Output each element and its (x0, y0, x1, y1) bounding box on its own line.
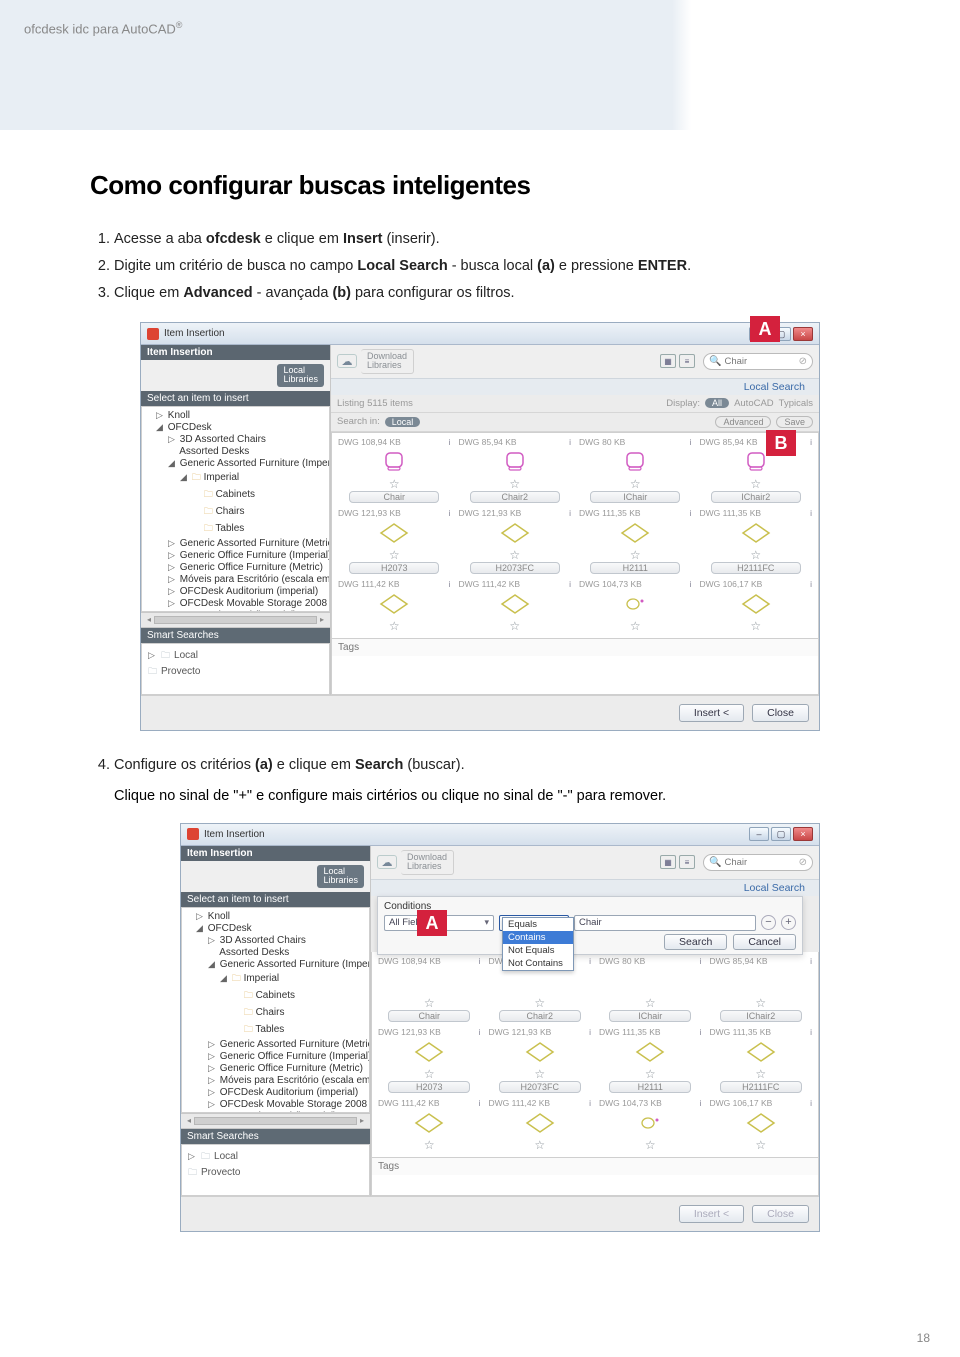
horizontal-scrollbar-2[interactable]: ◂▸ (181, 1113, 370, 1128)
step-4-sub: Clique no sinal de "+" e configure mais … (114, 786, 870, 807)
product-name: ofcdesk idc para AutoCAD® (24, 20, 936, 36)
app-icon (147, 328, 159, 340)
scope-local[interactable]: Local (385, 417, 421, 427)
marker-b: B (766, 430, 796, 456)
screenshot-2-wrapper: Item Insertion – ▢ × Item Insertion Loca… (180, 823, 820, 1232)
right-panel: ☁ DownloadLibraries ▦≡ 🔍 Chair ⊘ (331, 345, 819, 695)
dialog-item-insertion-1: Item Insertion – ▢ × Item Insertion Loca… (140, 322, 820, 731)
items-area: DWG 108,94 KBi☆ChairDWG 85,94 KBi☆Chair2… (331, 432, 819, 695)
smart-searches-box-2: ▷ 🗀 Local🗀 Provecto (181, 1144, 370, 1196)
close-button[interactable]: Close (752, 1205, 809, 1223)
minimize-button[interactable]: – (749, 827, 769, 841)
close-button[interactable]: Close (752, 704, 809, 722)
local-libraries-button-2[interactable]: LocalLibraries (317, 865, 364, 888)
right-panel-2: ☁ DownloadLibraries ▦≡ 🔍 Chair ⊘ (371, 846, 819, 1196)
steps-list-1: Acesse a aba ofcdesk e clique em Insert … (90, 229, 870, 304)
remove-criteria-button[interactable]: − (761, 915, 776, 930)
clear-search-icon[interactable]: ⊘ (799, 857, 807, 868)
horizontal-scrollbar[interactable]: ◂▸ (141, 612, 330, 627)
view-mode-buttons[interactable]: ▦≡ (660, 354, 695, 368)
window-title: Item Insertion (164, 328, 225, 339)
operator-dropdown-menu[interactable]: EqualsContainsNot EqualsNot Contains (502, 917, 574, 971)
insert-button[interactable]: Insert < (679, 704, 744, 722)
page-content: Como configurar buscas inteligentes Aces… (0, 130, 960, 1296)
tags-label-2: Tags (372, 1157, 818, 1175)
add-criteria-button[interactable]: + (781, 915, 796, 930)
criteria-input[interactable]: Chair (574, 915, 756, 931)
screenshot-1-wrapper: A B Item Insertion – ▢ × Item Insertion (140, 322, 820, 731)
window-title-bar: Item Insertion – ▢ × (141, 323, 819, 345)
marker-a-2: A (417, 910, 447, 936)
tags-label: Tags (332, 638, 818, 656)
maximize-button[interactable]: ▢ (771, 827, 791, 841)
download-libraries-button[interactable]: DownloadLibraries (401, 850, 454, 875)
filter-typicals[interactable]: Typicals (779, 398, 813, 409)
app-icon (187, 828, 199, 840)
dialog-footer-2: Insert < Close (181, 1196, 819, 1231)
step-4: Configure os critérios (a) e clique em S… (114, 755, 870, 776)
window-title-2: Item Insertion (204, 829, 265, 840)
download-libraries-button[interactable]: DownloadLibraries (361, 349, 414, 374)
local-libraries-button[interactable]: LocalLibraries (277, 364, 324, 387)
steps-list-2: Configure os critérios (a) e clique em S… (90, 755, 870, 776)
save-button[interactable]: Save (776, 416, 813, 428)
window-title-bar-2: Item Insertion – ▢ × (181, 824, 819, 846)
library-tree[interactable]: ▷ Knoll◢ OFCDesk▷ 3D Assorted Chairs Ass… (141, 406, 330, 612)
cloud-icon: ☁ (337, 354, 357, 368)
filter-all[interactable]: All (705, 398, 729, 408)
local-search-link-2[interactable]: Local Search (371, 879, 819, 896)
smart-searches-box: ▷ 🗀 Local🗀 Provecto (141, 643, 330, 695)
advanced-button[interactable]: Advanced (715, 416, 771, 428)
local-search-link[interactable]: Local Search (331, 378, 819, 395)
search-icon: 🔍 (709, 857, 721, 868)
dialog-item-insertion-2: Item Insertion – ▢ × Item Insertion Loca… (180, 823, 820, 1232)
filter-autocad[interactable]: AutoCAD (734, 398, 774, 409)
smart-searches-header: Smart Searches (141, 627, 330, 643)
clear-search-icon[interactable]: ⊘ (799, 356, 807, 367)
search-input-2[interactable]: 🔍 Chair ⊘ (703, 854, 813, 871)
header-band: ofcdesk idc para AutoCAD® (0, 0, 960, 130)
search-input[interactable]: 🔍 Chair ⊘ (703, 353, 813, 370)
item-insertion-label: Item Insertion (141, 345, 330, 360)
view-mode-buttons[interactable]: ▦≡ (660, 855, 695, 869)
cancel-button[interactable]: Cancel (733, 934, 796, 950)
search-button[interactable]: Search (664, 934, 727, 950)
search-icon: 🔍 (709, 356, 721, 367)
left-panel-2: Item Insertion LocalLibraries Select an … (181, 846, 371, 1196)
library-tree-2[interactable]: ▷ Knoll◢ OFCDesk▷ 3D Assorted Chairs Ass… (181, 907, 370, 1113)
page-title: Como configurar buscas inteligentes (90, 170, 870, 201)
page-number: 18 (917, 1331, 930, 1345)
select-item-label: Select an item to insert (141, 391, 330, 406)
close-window-button[interactable]: × (793, 827, 813, 841)
close-window-button[interactable]: × (793, 327, 813, 341)
listing-header: Listing 5115 items Display: All AutoCAD … (331, 395, 819, 413)
dialog-footer: Insert < Close (141, 695, 819, 730)
left-panel: Item Insertion LocalLibraries Select an … (141, 345, 331, 695)
cloud-icon: ☁ (377, 855, 397, 869)
marker-a: A (750, 316, 780, 342)
insert-button[interactable]: Insert < (679, 1205, 744, 1223)
